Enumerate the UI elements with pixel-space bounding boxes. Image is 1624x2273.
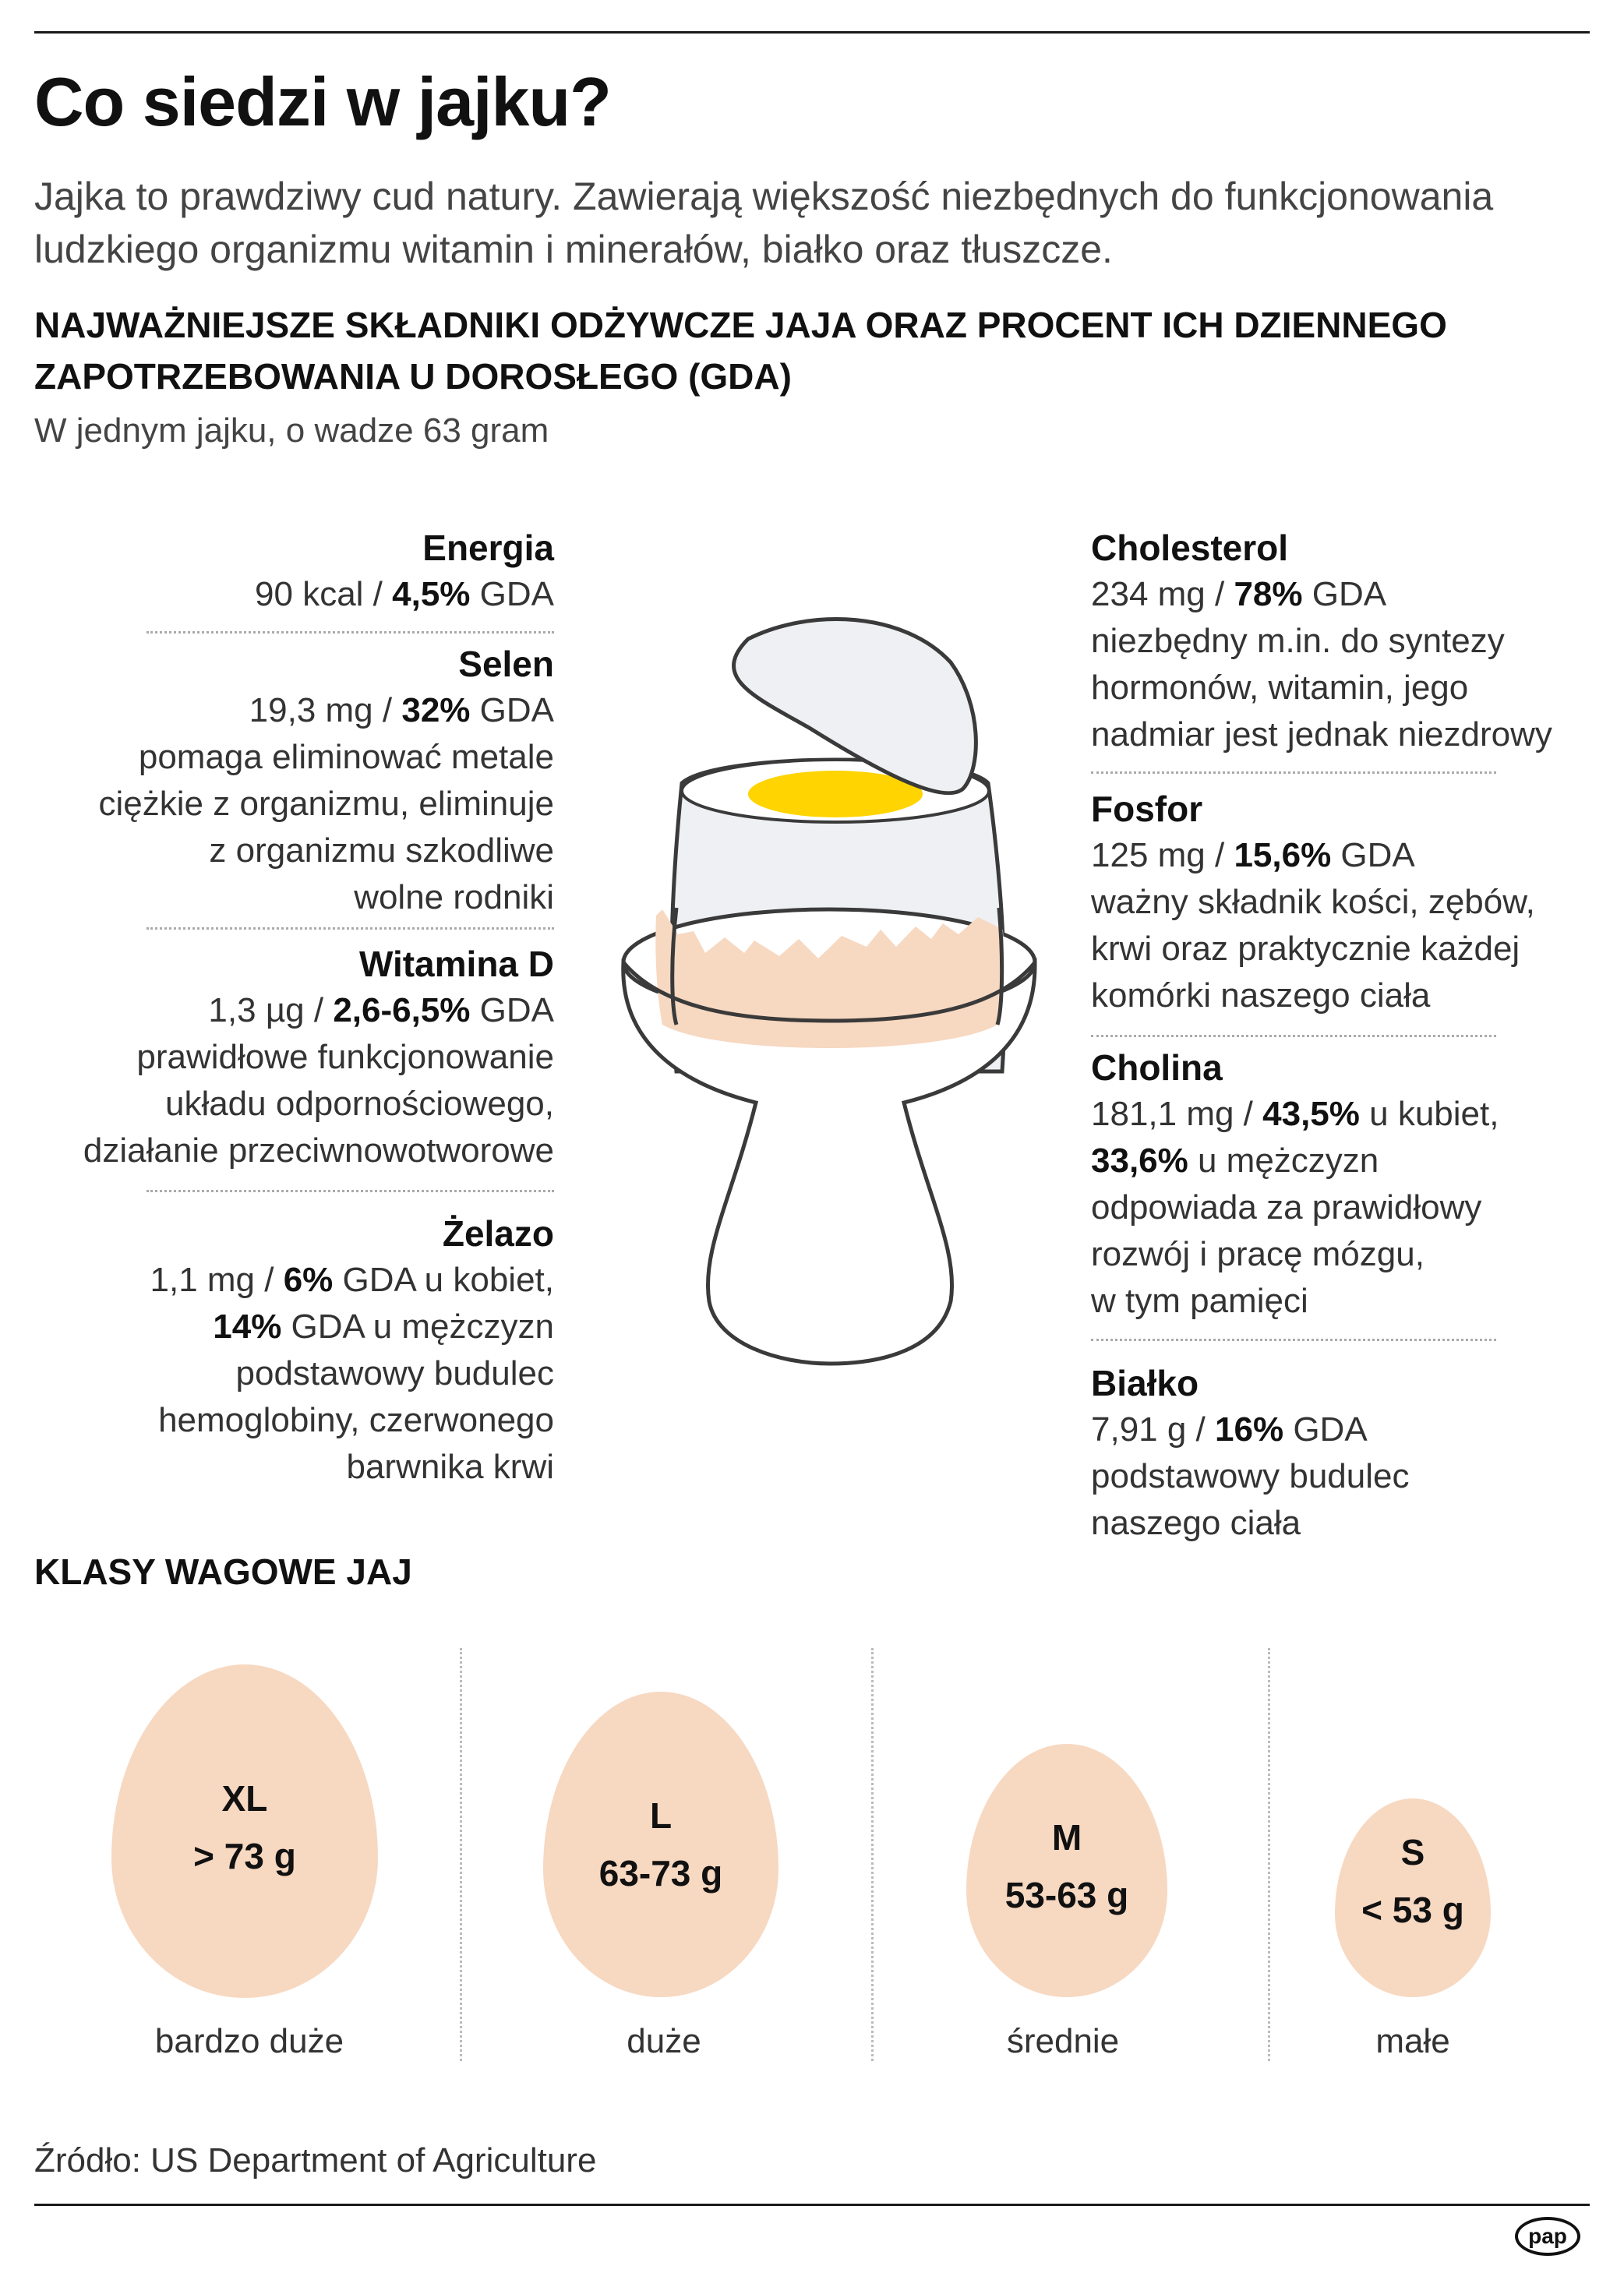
nutrients-heading-line-1: NAJWAŻNIEJSZE SKŁADNIKI ODŻYWCZE JAJA OR…	[34, 305, 1447, 345]
weight-classes-title: KLASY WAGOWE JAJ	[34, 1551, 412, 1592]
cup-rim-front	[622, 961, 1036, 1023]
nutrient-value: 125 mg / 15,6% GDA	[1091, 836, 1415, 874]
egg-class-weight: > 73 g	[193, 1836, 296, 1876]
bottom-rule	[34, 2204, 1590, 2206]
column-divider	[1268, 1648, 1270, 2061]
nutrient-fosfor: Fosfor 125 mg / 15,6% GDA ważny składnik…	[1091, 785, 1574, 1019]
nutrient-name: Selen	[458, 644, 554, 684]
egg-class-code: M	[1051, 1817, 1082, 1858]
egg-class-code: XL	[221, 1778, 268, 1819]
nutrient-value: 7,91 g / 16% GDA	[1091, 1410, 1368, 1449]
nutrient-desc-line: wolne rodniki	[354, 878, 554, 916]
column-divider	[460, 1648, 462, 2061]
yolk	[748, 771, 923, 817]
nutrient-desc-line: podstawowy budulec	[1091, 1457, 1410, 1495]
egg-class-weight: 53-63 g	[1004, 1875, 1129, 1915]
nutrient-name: Energia	[422, 528, 554, 568]
top-rule	[34, 31, 1590, 34]
nutrient-value: 1,1 mg / 6% GDA u kobiet,	[150, 1261, 554, 1299]
egg-class-weight: 63-73 g	[598, 1853, 723, 1894]
nutrient-desc-line: w tym pamięci	[1091, 1282, 1308, 1320]
nutrient-desc-line: ciężkie z organizmu, eliminuje	[98, 785, 554, 823]
nutrient-value: 181,1 mg / 43,5% u kubiet,	[1091, 1095, 1499, 1133]
nutrient-desc-line: nadmiar jest jednak niezdrowy	[1091, 715, 1552, 754]
nutrient-name: Fosfor	[1091, 789, 1203, 829]
nutrient-value: 234 mg / 78% GDA	[1091, 575, 1387, 613]
nutrient-selen: Selen 19,3 mg / 32% GDA pomaga eliminowa…	[34, 641, 554, 921]
nutrient-desc-line: pomaga eliminować metale	[138, 738, 554, 776]
nutrient-energia: Energia 90 kcal / 4,5% GDA	[34, 524, 554, 618]
nutrient-desc-line: prawidłowe funkcjonowanie	[136, 1038, 554, 1076]
divider	[1091, 1035, 1496, 1037]
nutrient-name: Białko	[1091, 1363, 1199, 1403]
egg-class-code: S	[1400, 1832, 1425, 1872]
nutrient-name: Żelazo	[442, 1213, 554, 1254]
nutrient-desc-line: naszego ciała	[1091, 1504, 1301, 1542]
egg-lid	[732, 617, 978, 796]
egg-class-l: L 63-73 g	[543, 1692, 778, 1997]
egg-class-label: bardzo duże	[154, 2022, 344, 2060]
nutrient-desc-line: układu odpornościowego,	[164, 1085, 554, 1123]
nutrient-desc-line: komórki naszego ciała	[1091, 976, 1431, 1015]
nutrient-desc-line: krwi oraz praktycznie każdej	[1091, 930, 1520, 968]
nutrient-desc-line: odpowiada za prawidłowy	[1091, 1188, 1482, 1227]
intro-text: Jajka to prawdziwy cud natury. Zawierają…	[34, 175, 1494, 271]
nutrient-value: 19,3 mg / 32% GDA	[249, 691, 554, 729]
nutrient-desc-line: działanie przeciwnowotworowe	[83, 1131, 554, 1170]
nutrient-value: 1,3 µg / 2,6-6,5% GDA	[208, 991, 554, 1029]
divider	[1091, 771, 1496, 774]
nutrient-name: Cholina	[1091, 1047, 1223, 1088]
divider	[1091, 1339, 1496, 1341]
column-divider	[871, 1648, 874, 2061]
nutrient-witamina-d: Witamina D 1,3 µg / 2,6-6,5% GDA prawidł…	[34, 941, 554, 1174]
nutrient-desc-line: podstawowy budulec	[235, 1354, 554, 1392]
nutrient-value-2: 33,6% u mężczyzn	[1091, 1142, 1379, 1180]
egg-class-code: L	[649, 1795, 673, 1836]
nutrient-desc-line: hemoglobiny, czerwonego	[158, 1401, 554, 1439]
nutrient-value-2: 14% GDA u mężczyzn	[213, 1308, 554, 1346]
egg-class-xl: XL > 73 g	[111, 1664, 378, 1998]
nutrients-heading-line-2: ZAPOTRZEBOWANIA U DOROSŁEGO (GDA)	[34, 356, 792, 397]
nutrient-cholina: Cholina 181,1 mg / 43,5% u kubiet, 33,6%…	[1091, 1044, 1574, 1325]
egg-shell-in-cup	[655, 909, 1004, 1048]
nutrient-name: Cholesterol	[1091, 528, 1289, 568]
egg-in-cup-illustration	[621, 617, 1037, 1366]
nutrient-desc-line: rozwój i pracę mózgu,	[1091, 1235, 1425, 1273]
nutrient-desc-line: niezbędny m.in. do syntezy	[1091, 622, 1505, 660]
page-title: Co siedzi w jajku?	[34, 63, 612, 140]
nutrient-desc-line: barwnika krwi	[346, 1448, 554, 1486]
egg-class-label: małe	[1375, 2022, 1450, 2060]
egg-class-m: M 53-63 g	[966, 1744, 1167, 1997]
egg-body-outline-lower	[670, 907, 679, 1025]
nutrient-desc-line: ważny składnik kości, zębów,	[1091, 883, 1535, 921]
divider	[147, 1190, 554, 1192]
nutrient-bialko: Białko 7,91 g / 16% GDA podstawowy budul…	[1091, 1360, 1574, 1547]
egg-class-label: duże	[627, 2022, 701, 2060]
nutrient-cholesterol: Cholesterol 234 mg / 78% GDA niezbędny m…	[1091, 524, 1574, 758]
egg-class-s: S < 53 g	[1335, 1798, 1491, 1997]
egg-body-outline-lower-right	[995, 907, 1004, 1025]
nutrient-name: Witamina D	[358, 944, 554, 984]
divider	[147, 927, 554, 930]
nutrients-heading: NAJWAŻNIEJSZE SKŁADNIKI ODŻYWCZE JAJA OR…	[34, 299, 1585, 402]
egg-class-label: średnie	[1006, 2022, 1120, 2060]
pap-logo: pap	[1515, 2217, 1580, 2256]
nutrient-desc-line: z organizmu szkodliwe	[209, 831, 554, 870]
divider	[147, 631, 554, 634]
unit-note: W jednym jajku, o wadze 63 gram	[34, 411, 549, 450]
nutrient-zelazo: Żelazo 1,1 mg / 6% GDA u kobiet, 14% GDA…	[34, 1210, 554, 1491]
nutrient-desc-line: hormonów, witamin, jego	[1091, 669, 1469, 707]
nutrient-value: 90 kcal / 4,5% GDA	[255, 575, 554, 613]
egg-class-weight: < 53 g	[1361, 1890, 1464, 1930]
source-note: Źródło: US Department of Agriculture	[34, 2141, 597, 2179]
